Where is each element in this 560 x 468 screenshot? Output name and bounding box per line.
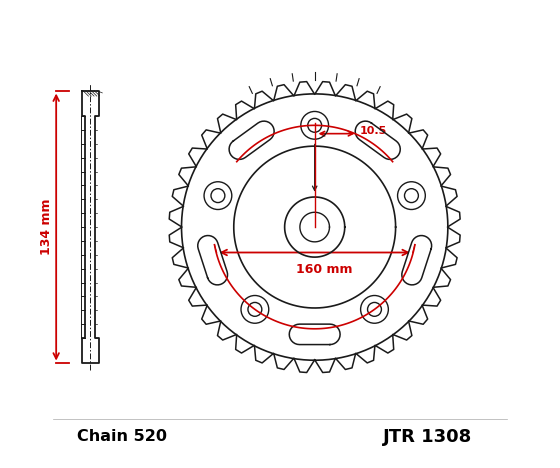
Text: 134 mm: 134 mm	[40, 199, 53, 256]
Text: JTR 1308: JTR 1308	[384, 428, 473, 446]
Text: 160 mm: 160 mm	[296, 263, 352, 276]
Text: Chain 520: Chain 520	[77, 429, 167, 444]
Text: 10.5: 10.5	[360, 126, 387, 136]
